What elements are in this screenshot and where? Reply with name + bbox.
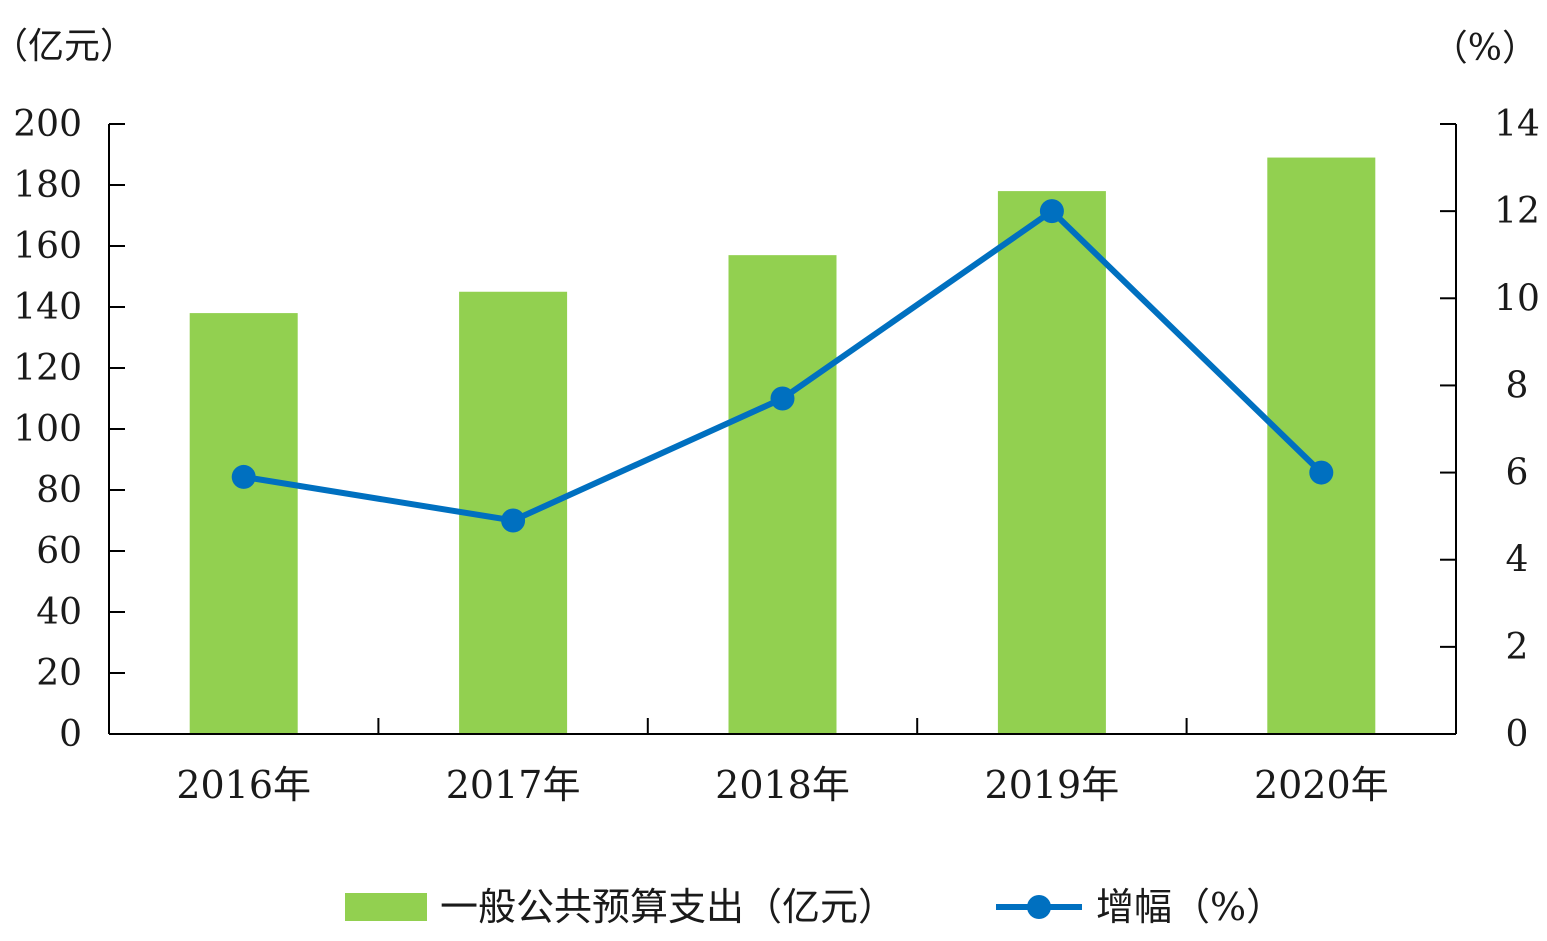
x-tick-label: 2017年 bbox=[446, 763, 581, 807]
right-tick-label: 8 bbox=[1506, 365, 1529, 406]
left-tick-label: 160 bbox=[13, 226, 82, 267]
right-axis-unit: （%） bbox=[1432, 28, 1538, 69]
left-tick-label: 0 bbox=[59, 714, 82, 755]
bar bbox=[189, 313, 298, 734]
legend-line-label: 增幅（%） bbox=[1096, 885, 1284, 929]
x-tick-label: 2020年 bbox=[1254, 763, 1389, 807]
right-tick-label: 2 bbox=[1506, 627, 1529, 668]
x-tick-label: 2019年 bbox=[985, 763, 1120, 807]
right-tick-label: 4 bbox=[1506, 540, 1529, 581]
legend: 一般公共预算支出（亿元） 增幅（%） bbox=[345, 885, 1284, 929]
bar-series bbox=[189, 157, 1376, 735]
right-tick-label: 6 bbox=[1506, 453, 1529, 494]
left-tick-label: 120 bbox=[13, 348, 82, 389]
line-point bbox=[1309, 460, 1334, 485]
left-tick-label: 100 bbox=[13, 409, 82, 450]
bar bbox=[997, 191, 1106, 735]
legend-line-marker bbox=[1027, 895, 1051, 919]
line-series bbox=[231, 199, 1334, 533]
line-point bbox=[1039, 199, 1064, 224]
line-point bbox=[231, 464, 256, 489]
left-tick-label: 180 bbox=[13, 165, 82, 206]
left-tick-label: 200 bbox=[13, 104, 82, 145]
left-tick-label: 60 bbox=[36, 531, 82, 572]
right-tick-label: 0 bbox=[1506, 714, 1529, 755]
left-tick-label: 140 bbox=[13, 287, 82, 328]
right-tick-label: 14 bbox=[1494, 104, 1540, 145]
line-point bbox=[770, 386, 795, 411]
left-axis-ticks: 0 20 40 60 80 100 120 140 160 180 200 bbox=[13, 104, 125, 755]
left-tick-label: 80 bbox=[36, 470, 82, 511]
x-axis-ticks: 2016年 2017年 2018年 2019年 2020年 bbox=[176, 718, 1389, 807]
legend-bar-swatch bbox=[345, 893, 427, 921]
right-tick-label: 10 bbox=[1494, 278, 1540, 319]
x-tick-label: 2018年 bbox=[715, 763, 850, 807]
bar bbox=[728, 255, 837, 734]
bar bbox=[1267, 157, 1376, 735]
right-axis-ticks: 0 2 4 6 8 10 12 14 bbox=[1440, 104, 1540, 755]
left-tick-label: 40 bbox=[36, 592, 82, 633]
left-tick-label: 20 bbox=[36, 653, 82, 694]
left-axis-unit: （亿元） bbox=[0, 26, 136, 67]
x-tick-label: 2016年 bbox=[176, 763, 311, 807]
legend-bar-label: 一般公共预算支出（亿元） bbox=[440, 885, 896, 929]
line-point bbox=[501, 508, 526, 533]
right-tick-label: 12 bbox=[1494, 191, 1540, 232]
